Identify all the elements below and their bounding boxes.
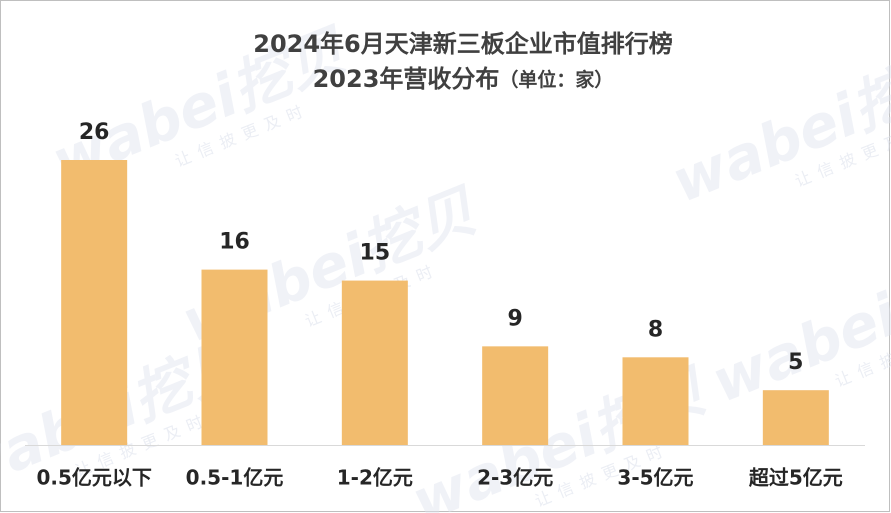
chart-title: 2024年6月天津新三板企业市值排行榜 bbox=[253, 30, 673, 58]
chart-subtitle: 2023年营收分布（单位：家） bbox=[313, 65, 614, 93]
x-tick-label: 0.5亿元以下 bbox=[36, 466, 151, 490]
value-label: 5 bbox=[788, 350, 803, 375]
value-label: 26 bbox=[79, 120, 110, 145]
value-label: 15 bbox=[360, 241, 391, 266]
x-tick-label: 1-2亿元 bbox=[337, 466, 413, 490]
unit-note: （单位：家） bbox=[499, 68, 613, 91]
bar bbox=[482, 346, 549, 445]
bar bbox=[622, 357, 689, 445]
subtitle: 2023年营收分布 bbox=[313, 65, 500, 93]
bar bbox=[762, 390, 829, 445]
x-tick-label: 3-5亿元 bbox=[617, 466, 693, 490]
value-label: 16 bbox=[219, 230, 250, 255]
value-label: 8 bbox=[648, 317, 663, 342]
x-tick-label: 2-3亿元 bbox=[477, 466, 553, 490]
value-label: 9 bbox=[508, 306, 523, 331]
x-tick-label: 0.5-1亿元 bbox=[186, 466, 284, 490]
bar bbox=[201, 269, 268, 445]
x-tick-label: 超过5亿元 bbox=[748, 466, 843, 490]
bar bbox=[61, 160, 128, 445]
bar bbox=[341, 280, 408, 445]
